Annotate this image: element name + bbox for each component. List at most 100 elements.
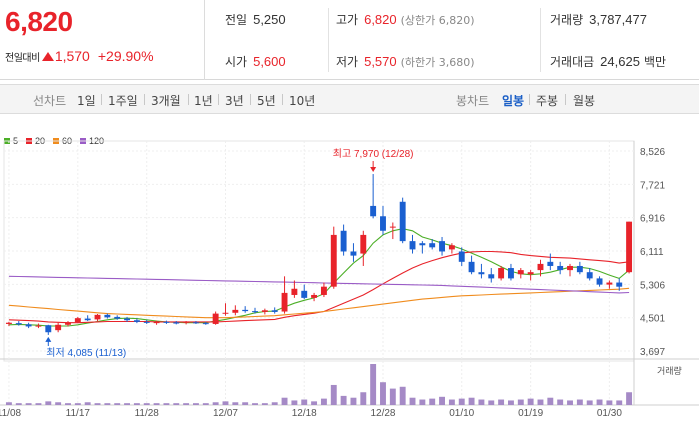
candle-body: [35, 325, 42, 327]
candle-body: [320, 286, 327, 295]
line-chart-title: 선차트: [33, 94, 67, 108]
candle-body: [616, 282, 623, 287]
volume-bar: [498, 399, 505, 405]
volume-label: 거래량: [657, 365, 682, 376]
period-5y[interactable]: 5년: [257, 94, 276, 108]
divider: [328, 8, 329, 72]
volume-bar: [458, 398, 465, 405]
divider: [218, 94, 219, 105]
change-row: 전일대비 1,570 +29.90%: [5, 48, 154, 64]
volume-bar: [261, 403, 268, 405]
divider: [250, 94, 251, 105]
candle-weekly[interactable]: 주봉: [536, 94, 559, 108]
candle-body: [380, 216, 386, 231]
x-tick-label: 12/18: [292, 408, 317, 419]
candle-body: [281, 292, 288, 312]
legend-swatch: [80, 138, 87, 144]
candle-body: [517, 270, 524, 275]
volume-bar: [478, 399, 485, 405]
volume-bar: [271, 402, 278, 405]
min-price-annotation: 최저 4,085 (11/13): [46, 347, 126, 359]
low-value: 5,570: [364, 54, 397, 69]
candle-body: [104, 314, 111, 318]
divider: [540, 8, 541, 72]
candle-body: [173, 322, 180, 324]
volume-bar: [380, 382, 386, 405]
candle-body: [311, 294, 318, 298]
ma-line-60: [8, 287, 630, 319]
candle-body: [399, 201, 406, 242]
volume-bar: [616, 400, 623, 405]
info-open: 시가 5,600: [225, 54, 286, 69]
divider: [529, 94, 530, 105]
volume-bar: [439, 396, 445, 405]
volume-bar: [557, 399, 564, 405]
candle-body: [350, 251, 357, 256]
candle-body: [419, 243, 426, 246]
candle-body: [626, 221, 633, 273]
period-1y[interactable]: 1년: [194, 94, 213, 108]
info-volume: 거래량 3,787,477: [550, 12, 647, 27]
divider: [565, 94, 566, 105]
x-tick-label: 12/28: [370, 408, 395, 419]
volume-bar: [370, 364, 377, 405]
candle-monthly[interactable]: 월봉: [573, 94, 596, 108]
candle-body: [576, 265, 583, 273]
volume-bar: [448, 399, 455, 405]
x-tick-label: 11/08: [0, 408, 21, 419]
volume-bar: [183, 403, 190, 405]
period-10y[interactable]: 10년: [289, 94, 316, 108]
y-tick-label: 5,306: [640, 280, 665, 291]
candle-body: [439, 241, 445, 252]
candle-body: [508, 268, 514, 279]
volume-bar: [143, 403, 150, 405]
candle-body: [261, 310, 268, 312]
volume-bar: [74, 403, 81, 405]
candle-body: [193, 322, 199, 324]
y-tick-label: 4,501: [640, 314, 665, 325]
moving-average-lines: [8, 228, 630, 327]
price-panel-frame: [3, 140, 635, 362]
volume-bar: [330, 384, 337, 405]
candle-body: [409, 241, 416, 250]
prev-close-value: 5,250: [253, 12, 286, 27]
x-tick-label: 11/17: [66, 408, 91, 419]
candle-body: [232, 309, 239, 313]
candle-body: [252, 311, 258, 313]
legend-swatch: [53, 138, 60, 144]
volume-bar: [301, 399, 308, 405]
volume-bar: [547, 397, 554, 405]
volume-bar: [468, 397, 475, 405]
x-tick-label: 01/10: [449, 408, 474, 419]
period-3m[interactable]: 3개월: [151, 94, 181, 108]
volume-bar: [104, 403, 111, 405]
volume-bar: [163, 403, 170, 405]
candle-body: [468, 261, 475, 273]
period-1w[interactable]: 1주일: [108, 94, 138, 108]
chart-grid: [0, 140, 699, 406]
volume-bar: [389, 388, 396, 405]
volume-value: 3,787,477: [589, 12, 647, 27]
candle-body: [5, 322, 12, 324]
volume-bar: [281, 397, 288, 405]
volume-bar: [232, 402, 239, 405]
volume-bar: [5, 402, 12, 405]
candle-body: [360, 234, 367, 254]
max-price-annotation: 최고 7,970 (12/28): [333, 148, 414, 160]
volume-bar: [311, 401, 318, 405]
candle-body: [606, 282, 613, 285]
ma-line-5: [8, 228, 630, 327]
period-3y[interactable]: 3년: [225, 94, 244, 108]
candle-body: [163, 321, 170, 323]
x-tick-label: 11/28: [135, 408, 160, 419]
candle-body: [133, 320, 140, 322]
volume-bar: [35, 403, 42, 405]
candle-daily[interactable]: 일봉: [502, 94, 525, 108]
period-1d[interactable]: 1일: [77, 94, 96, 108]
candle-body: [222, 312, 229, 314]
volume-bar: [114, 403, 121, 405]
high-value: 6,820: [364, 12, 397, 27]
candle-body: [478, 272, 485, 275]
volume-bar: [242, 402, 249, 405]
volume-bar: [202, 403, 209, 405]
